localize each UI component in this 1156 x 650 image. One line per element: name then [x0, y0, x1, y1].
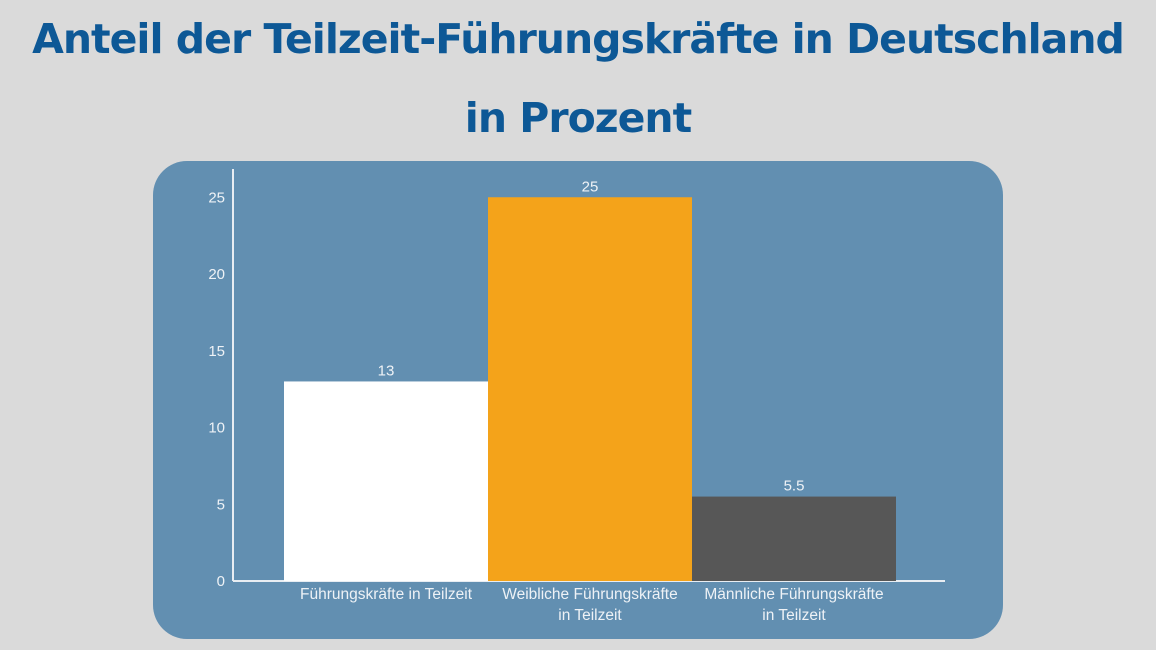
data-label-1: 13: [378, 362, 395, 379]
y-tick-label: 15: [208, 343, 225, 360]
category-label: Führungskräfte in Teilzeit: [300, 586, 473, 603]
chart-panel: 0 5 10 15 20 25 13 Führungskräfte in Teilzeit 25…: [153, 161, 1003, 639]
y-tick-label: 0: [217, 573, 225, 590]
data-label-3: 5.5: [784, 478, 805, 495]
data-label-2: 25: [582, 178, 599, 195]
y-tick-label: 5: [217, 496, 225, 513]
y-tick-label: 25: [208, 189, 225, 206]
bar-3: [692, 496, 896, 581]
y-tick-label: 20: [208, 266, 225, 283]
bar-chart: 0 5 10 15 20 25 13 Führungskräfte in Teilzeit 25…: [208, 169, 945, 624]
chart-title-line-2: in Prozent: [464, 94, 692, 142]
category-label: in Teilzeit: [558, 607, 622, 624]
bar-1: [284, 381, 488, 581]
chart-title-line-1: Anteil der Teilzeit-Führungskräfte in De…: [32, 15, 1125, 63]
category-label: Weibliche Führungskräfte: [502, 586, 677, 603]
bar-2: [488, 197, 692, 581]
y-tick-label: 10: [208, 420, 225, 437]
category-label: in Teilzeit: [762, 607, 826, 624]
category-label: Männliche Führungskräfte: [704, 586, 883, 603]
